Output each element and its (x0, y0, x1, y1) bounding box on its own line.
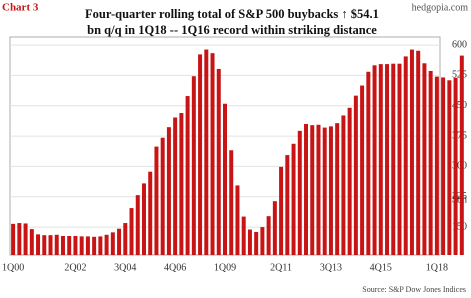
bar (36, 234, 41, 255)
bar (129, 208, 134, 255)
x-tick-label: 2Q11 (270, 262, 292, 273)
bar (378, 64, 383, 255)
bar (216, 68, 221, 256)
bar (141, 183, 146, 255)
bar (104, 234, 109, 255)
bar (166, 127, 171, 255)
bar (459, 55, 464, 255)
bar (79, 236, 84, 255)
bar (360, 85, 365, 255)
bar (297, 130, 302, 255)
bar (123, 223, 128, 255)
bar (185, 96, 190, 255)
bar (117, 228, 122, 255)
y-tick-label: 600 (452, 39, 467, 50)
bar (92, 236, 97, 255)
bar (247, 229, 252, 255)
bar (372, 65, 377, 255)
bar (316, 124, 321, 255)
bar (291, 143, 296, 255)
x-tick-label: 1Q00 (2, 262, 24, 273)
bar (85, 236, 90, 255)
bar (447, 80, 452, 256)
bar (260, 227, 265, 255)
bar (198, 54, 203, 255)
bar (353, 95, 358, 256)
bar (266, 216, 271, 255)
x-tick-label: 2Q02 (64, 262, 86, 273)
x-tick-label: 3Q13 (320, 262, 342, 273)
bar (60, 235, 65, 255)
y-tick-label: 375 (452, 130, 467, 141)
x-tick-label: 1Q18 (426, 262, 448, 273)
bar (210, 53, 215, 256)
bar (235, 185, 240, 255)
bar (11, 223, 16, 255)
bar (17, 223, 22, 255)
bar (416, 50, 421, 256)
chart-label: Chart 3 (2, 2, 39, 14)
x-tick-label: 4Q06 (164, 262, 186, 273)
bar (173, 117, 178, 255)
bar (223, 103, 227, 255)
chart-title: Four-quarter rolling total of S&P 500 bu… (85, 7, 379, 21)
y-tick-label: 150 (452, 221, 467, 232)
y-axis-label: $bn (452, 194, 467, 205)
bar (160, 137, 165, 255)
bar (254, 231, 259, 255)
bar (322, 127, 327, 255)
bar (154, 146, 159, 255)
bar (98, 236, 103, 255)
bar (241, 216, 246, 255)
bar (191, 76, 196, 256)
bar (397, 63, 402, 255)
bar (441, 77, 446, 255)
bar (285, 155, 290, 255)
bar (391, 63, 396, 255)
bar (434, 76, 439, 256)
chart-title: bn q/q in 1Q18 -- 1Q16 record within str… (87, 23, 377, 37)
bar (347, 107, 352, 255)
x-tick-label: 3Q04 (114, 262, 136, 273)
bar (23, 223, 28, 255)
bar (341, 115, 346, 255)
bar (110, 232, 115, 255)
y-tick-label: 525 (452, 70, 467, 81)
bar (335, 123, 340, 255)
bar (135, 195, 140, 255)
bar (403, 56, 408, 256)
y-tick-label: 300 (452, 161, 467, 172)
bar (204, 49, 209, 256)
bar (29, 229, 34, 255)
bar (42, 235, 47, 255)
watermark: hedgopia.com (412, 2, 469, 13)
bar (272, 201, 277, 255)
y-tick-label: 450 (452, 100, 467, 111)
bar (73, 235, 78, 255)
bar (428, 70, 433, 255)
x-tick-label: 1Q09 (214, 262, 236, 273)
bar (229, 150, 234, 255)
source: Source: S&P Dow Jones Indices (362, 285, 466, 294)
bar (304, 123, 309, 255)
bar (54, 234, 59, 255)
bar (422, 63, 427, 255)
bar (366, 71, 371, 255)
bar (179, 113, 184, 255)
bar (409, 49, 414, 256)
bar (67, 235, 72, 255)
bar (328, 126, 333, 256)
x-tick-label: 4Q15 (370, 262, 392, 273)
bar (279, 166, 284, 255)
bar (385, 64, 390, 255)
bar (453, 77, 458, 255)
bar (48, 235, 53, 255)
y-tick-label: 225 (452, 191, 467, 202)
bar (310, 125, 315, 255)
bar (148, 171, 153, 255)
